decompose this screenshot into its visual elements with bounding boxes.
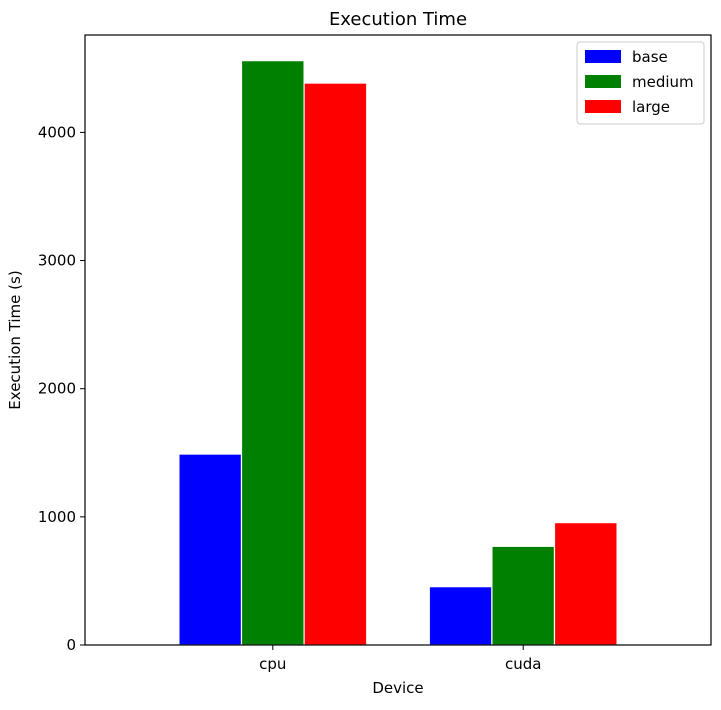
y-tick-label: 3000 (38, 252, 76, 270)
bars-layer (178, 60, 618, 646)
legend-entries: base medium large (585, 48, 694, 116)
chart-title: Execution Time (329, 9, 467, 30)
x-tick-label-cpu: cpu (259, 655, 286, 673)
y-tick-label: 4000 (38, 123, 76, 141)
y-tick-label: 0 (66, 636, 76, 654)
bar-medium-cuda (491, 545, 556, 646)
y-tick-label: 2000 (38, 380, 76, 398)
x-tick-label-cuda: cuda (505, 655, 541, 673)
legend: base medium large (576, 41, 705, 125)
bar-large-cpu (303, 82, 368, 646)
legend-swatch-large (585, 100, 621, 113)
legend-label-medium: medium (632, 73, 694, 91)
legend-label-large: large (632, 98, 670, 116)
bar-medium-cpu (240, 60, 305, 646)
bar-base-cpu (178, 453, 243, 646)
x-axis-label: Device (372, 679, 423, 697)
bar-base-cuda (428, 586, 493, 646)
bar-large-cuda (553, 522, 618, 646)
legend-swatch-base (585, 50, 621, 63)
plot-area-frame (84, 34, 712, 646)
legend-swatch-medium (585, 75, 621, 88)
y-tick-label: 1000 (38, 508, 76, 526)
y-axis: 0 1000 2000 3000 4000 (38, 123, 85, 654)
y-axis-label: Execution Time (s) (6, 270, 24, 409)
legend-label-base: base (632, 48, 668, 66)
x-axis: cpu cuda (259, 645, 541, 673)
